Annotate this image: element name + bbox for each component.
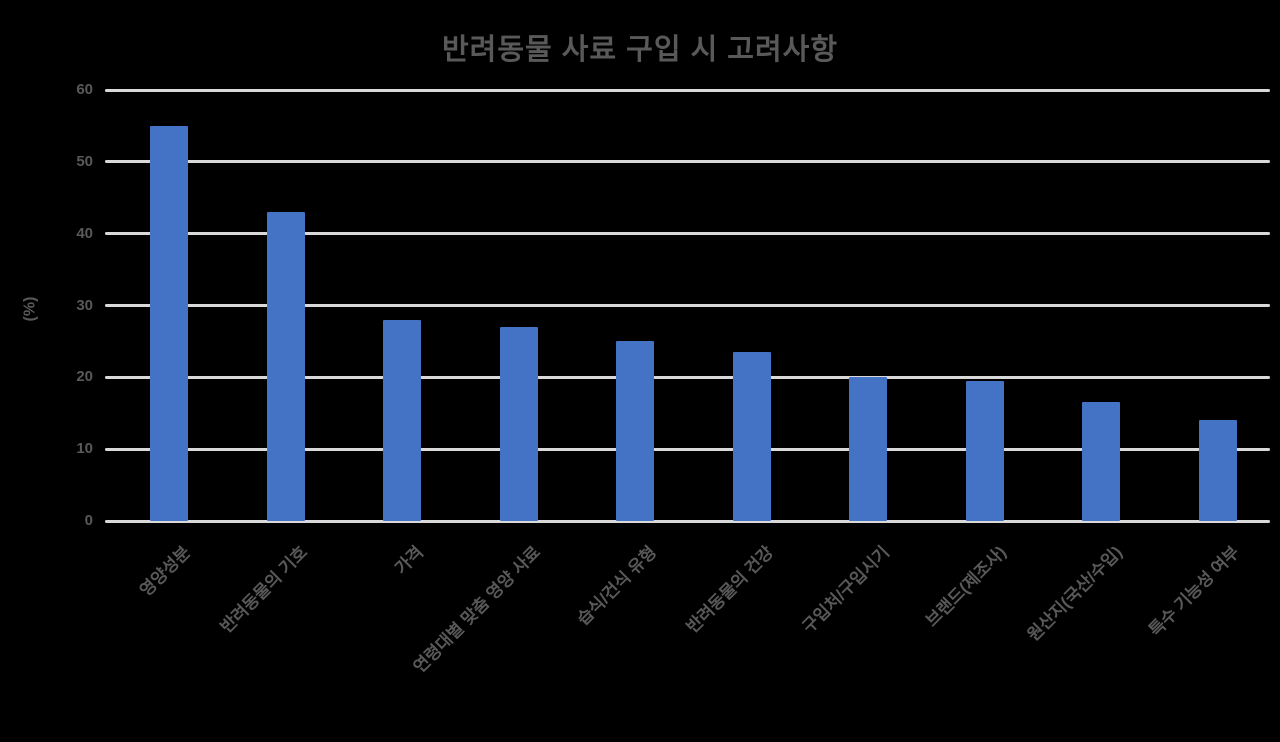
bar-5 [732, 352, 771, 521]
bar-4 [616, 341, 654, 521]
chart-title: 반려동물 사료 구입 시 고려사항 [441, 34, 839, 66]
gridline [105, 375, 1270, 379]
y-tick-label: 30 [76, 296, 93, 314]
x-category-label: 습식/건식 유형 [573, 542, 660, 630]
x-category-label: 영양성분 [136, 542, 194, 601]
x-category-label: 가격 [391, 542, 427, 579]
x-category-label: 원산지(국산/수입) [1023, 542, 1126, 645]
gridline [105, 160, 1270, 164]
bar-7 [965, 380, 1004, 521]
y-tick-label: 0 [84, 512, 93, 529]
gridline [105, 88, 1270, 92]
y-tick-label: 60 [76, 81, 93, 98]
gridline [105, 304, 1270, 307]
y-tick-label: 50 [76, 152, 93, 170]
x-category-label: 구입처/구입시기 [798, 542, 893, 637]
y-tick-label: 40 [76, 224, 93, 242]
plot-area [105, 88, 1270, 523]
bar-2 [383, 319, 421, 521]
bar-6 [849, 377, 887, 521]
bar-3 [499, 327, 538, 521]
bar-0 [150, 125, 188, 521]
bar-1 [266, 212, 305, 521]
y-tick-label: 10 [76, 440, 93, 458]
gridline [105, 519, 1270, 523]
bar-9 [1198, 420, 1237, 521]
gridline [105, 447, 1270, 451]
gridline [105, 232, 1270, 236]
bar-8 [1082, 402, 1120, 521]
y-tick-label: 20 [76, 368, 93, 386]
y-axis-title: (%) [21, 296, 39, 322]
